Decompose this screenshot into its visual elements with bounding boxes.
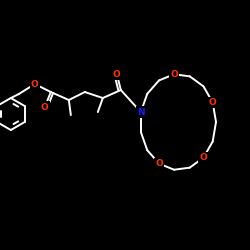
- Text: O: O: [200, 153, 207, 162]
- Text: O: O: [31, 80, 39, 88]
- Text: O: O: [170, 70, 178, 79]
- Text: N: N: [137, 108, 145, 116]
- Text: O: O: [41, 102, 49, 112]
- Text: O: O: [155, 159, 163, 168]
- Text: O: O: [113, 70, 121, 78]
- Text: O: O: [209, 98, 216, 107]
